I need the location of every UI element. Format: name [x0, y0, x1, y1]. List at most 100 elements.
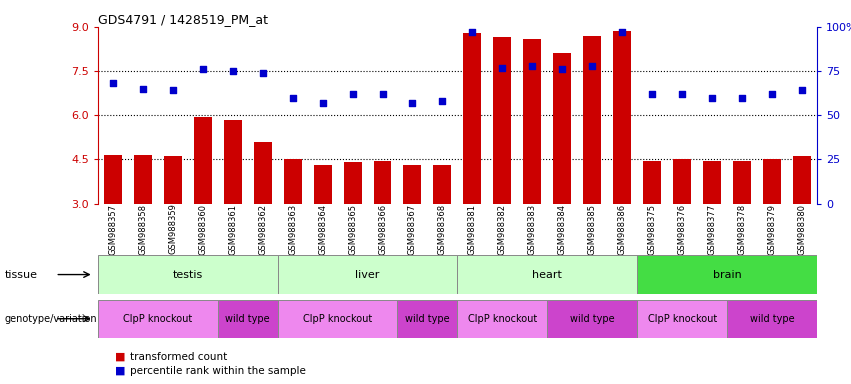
Point — [676, 91, 689, 97]
Text: transformed count: transformed count — [130, 352, 227, 362]
Text: ClpP knockout: ClpP knockout — [468, 314, 537, 324]
Point — [136, 86, 150, 92]
Text: GSM988383: GSM988383 — [528, 204, 537, 255]
Text: testis: testis — [173, 270, 203, 280]
Bar — [194, 117, 212, 204]
Text: GSM988379: GSM988379 — [768, 204, 776, 255]
Point — [346, 91, 359, 97]
Text: ClpP knockout: ClpP knockout — [648, 314, 717, 324]
Point — [795, 88, 808, 94]
Bar — [763, 159, 781, 204]
Text: GSM988381: GSM988381 — [468, 204, 477, 255]
Bar — [793, 156, 811, 204]
Text: GSM988376: GSM988376 — [677, 204, 687, 255]
Bar — [637, 300, 727, 338]
Point — [106, 80, 120, 86]
Bar — [218, 300, 277, 338]
Text: wild type: wild type — [750, 314, 794, 324]
Point — [316, 100, 329, 106]
Point — [375, 91, 389, 97]
Text: GSM988359: GSM988359 — [168, 204, 177, 254]
Bar — [553, 53, 571, 204]
Bar — [254, 142, 271, 204]
Point — [556, 66, 569, 72]
Bar — [224, 120, 242, 204]
Text: percentile rank within the sample: percentile rank within the sample — [130, 366, 306, 376]
Text: GSM988364: GSM988364 — [318, 204, 327, 255]
Bar — [457, 300, 547, 338]
Text: GSM988357: GSM988357 — [108, 204, 117, 255]
Text: GSM988366: GSM988366 — [378, 204, 387, 255]
Text: heart: heart — [533, 270, 563, 280]
Point — [495, 65, 509, 71]
Point — [465, 29, 479, 35]
Point — [196, 66, 209, 72]
Bar — [104, 155, 122, 204]
Text: ■: ■ — [115, 366, 129, 376]
Point — [735, 94, 749, 101]
Text: GSM988367: GSM988367 — [408, 204, 417, 255]
Text: GSM988360: GSM988360 — [198, 204, 208, 255]
Text: GSM988361: GSM988361 — [228, 204, 237, 255]
Bar — [494, 37, 511, 204]
Text: GSM988362: GSM988362 — [258, 204, 267, 255]
Text: tissue: tissue — [4, 270, 37, 280]
Text: GSM988378: GSM988378 — [738, 204, 746, 255]
Text: GSM988377: GSM988377 — [707, 204, 717, 255]
Bar — [344, 162, 362, 204]
Point — [166, 88, 180, 94]
Bar — [643, 161, 661, 204]
Bar — [313, 165, 332, 204]
Point — [406, 100, 420, 106]
Text: GDS4791 / 1428519_PM_at: GDS4791 / 1428519_PM_at — [98, 13, 268, 26]
Bar — [374, 161, 391, 204]
Point — [645, 91, 659, 97]
Bar — [583, 36, 601, 204]
Point — [765, 91, 779, 97]
Point — [526, 63, 540, 69]
Bar — [98, 300, 218, 338]
Bar — [637, 255, 817, 294]
Text: GSM988384: GSM988384 — [557, 204, 567, 255]
Bar — [703, 161, 721, 204]
Text: brain: brain — [712, 270, 741, 280]
Text: GSM988365: GSM988365 — [348, 204, 357, 255]
Bar — [464, 33, 482, 204]
Point — [256, 70, 270, 76]
Text: ClpP knockout: ClpP knockout — [123, 314, 192, 324]
Text: wild type: wild type — [405, 314, 450, 324]
Bar — [433, 165, 451, 204]
Text: GSM988375: GSM988375 — [648, 204, 657, 255]
Bar — [523, 39, 541, 204]
Bar — [277, 300, 397, 338]
Point — [615, 29, 629, 35]
Text: GSM988358: GSM988358 — [139, 204, 147, 255]
Text: wild type: wild type — [226, 314, 270, 324]
Bar — [547, 300, 637, 338]
Point — [226, 68, 239, 74]
Bar — [457, 255, 637, 294]
Text: GSM988382: GSM988382 — [498, 204, 507, 255]
Text: wild type: wild type — [570, 314, 614, 324]
Bar — [98, 255, 277, 294]
Bar — [283, 159, 301, 204]
Bar — [614, 31, 631, 204]
Text: liver: liver — [356, 270, 380, 280]
Text: GSM988386: GSM988386 — [618, 204, 626, 255]
Bar — [277, 255, 457, 294]
Text: GSM988385: GSM988385 — [588, 204, 597, 255]
Text: GSM988368: GSM988368 — [438, 204, 447, 255]
Point — [286, 94, 300, 101]
Bar — [403, 165, 421, 204]
Point — [585, 63, 599, 69]
Point — [705, 94, 719, 101]
Bar — [727, 300, 817, 338]
Text: ■: ■ — [115, 352, 129, 362]
Bar — [134, 155, 151, 204]
Text: GSM988380: GSM988380 — [797, 204, 807, 255]
Text: genotype/variation: genotype/variation — [4, 314, 97, 324]
Bar — [163, 156, 182, 204]
Point — [436, 98, 449, 104]
Text: ClpP knockout: ClpP knockout — [303, 314, 372, 324]
Text: GSM988363: GSM988363 — [288, 204, 297, 255]
